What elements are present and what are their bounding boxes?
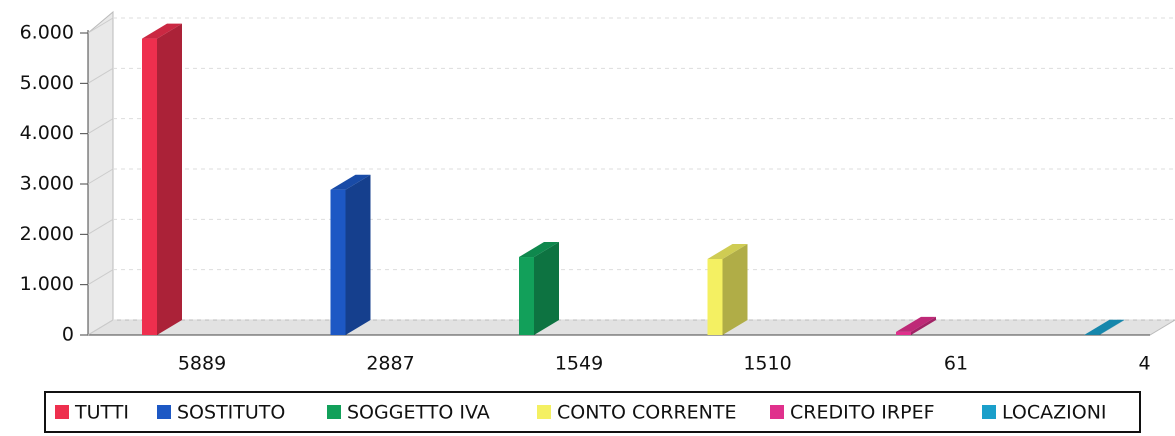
legend [44, 391, 1141, 433]
y-tick-label: 4.000 [20, 122, 74, 144]
bar-top [330, 174, 371, 190]
legend-swatch [157, 405, 171, 419]
legend-label: SOGGETTO IVA [347, 402, 490, 424]
legend-swatch [770, 405, 784, 419]
legend-label: CREDITO IRPEF [790, 402, 935, 424]
bar [707, 258, 723, 335]
y-tick-label: 3.000 [20, 173, 74, 195]
x-tick-label: 2887 [366, 353, 414, 375]
bar-top [1084, 319, 1125, 335]
grid-line [87, 218, 114, 235]
x-tick-label: 61 [944, 353, 968, 375]
legend-swatch [327, 405, 341, 419]
floor [86, 319, 1175, 336]
grid-line [87, 17, 114, 34]
bar [142, 38, 157, 335]
bar-side [157, 23, 182, 335]
bar-top [519, 242, 559, 258]
grid-line [87, 67, 114, 84]
bar [330, 189, 346, 335]
y-tick-label: 1.000 [20, 273, 74, 295]
bar [519, 257, 534, 335]
bar-top [707, 243, 748, 259]
bar-side [722, 243, 748, 335]
legend-label: SOSTITUTO [177, 402, 285, 424]
y-tick-label: 5.000 [20, 72, 74, 94]
bar-side [911, 316, 936, 335]
grid-line [87, 168, 114, 185]
x-tick-label: 4 [1138, 353, 1150, 375]
grid-line [87, 269, 114, 286]
y-tick-label: 2.000 [20, 223, 74, 245]
grid-line [87, 118, 114, 135]
bar-side [345, 174, 371, 335]
grid-line [87, 319, 114, 336]
bar-side [534, 242, 559, 335]
legend-label: CONTO CORRENTE [557, 402, 737, 424]
y-tick-label: 6.000 [20, 22, 74, 44]
legend-swatch [55, 405, 69, 419]
legend-label: TUTTI [74, 402, 129, 424]
legend-swatch [982, 405, 996, 419]
bar-top [142, 23, 182, 39]
y-tick-label: 0 [62, 324, 74, 346]
x-tick-label: 1549 [555, 353, 603, 375]
x-tick-label: 1510 [743, 353, 791, 375]
legend-swatch [537, 405, 551, 419]
side-wall [87, 10, 114, 336]
bar [896, 331, 911, 335]
bar-side [1099, 319, 1125, 335]
legend-label: LOCAZIONI [1002, 402, 1107, 424]
bar-top [896, 316, 936, 332]
x-tick-label: 5889 [178, 353, 226, 375]
